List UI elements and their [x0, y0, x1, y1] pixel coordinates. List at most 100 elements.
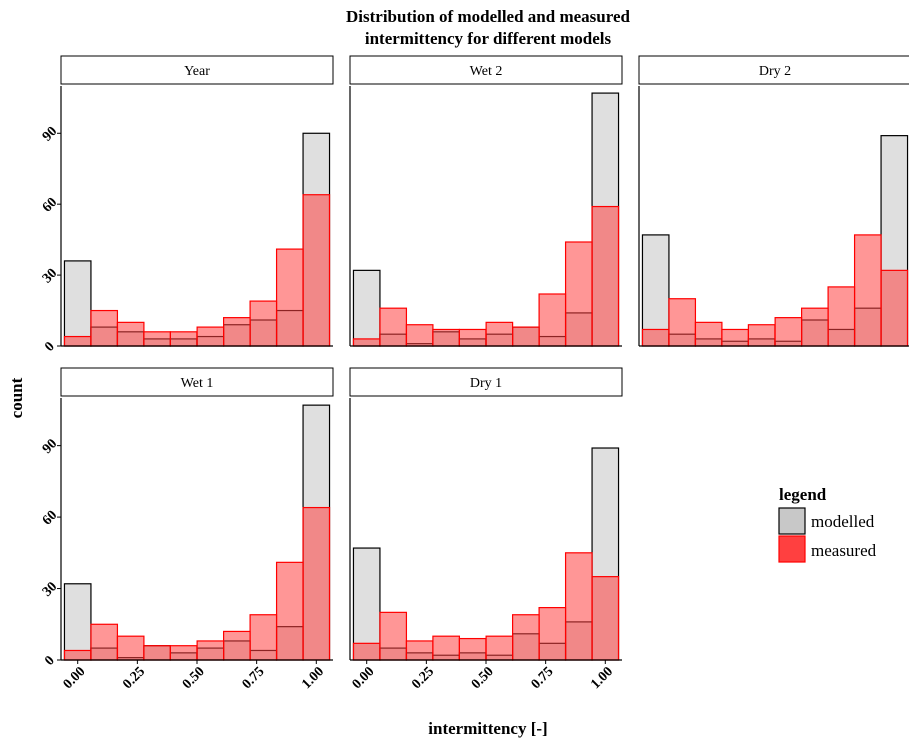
bar-measured [485, 321, 514, 347]
bar-measured [668, 298, 697, 347]
legend-label-measured: measured [811, 541, 877, 560]
bar-measured [223, 630, 251, 661]
bar-measured [538, 293, 567, 347]
y-axis-title: count [7, 377, 26, 418]
bar-measured [196, 640, 225, 661]
bar-measured [801, 307, 829, 347]
x-tick-label: 0.00 [61, 664, 89, 692]
bar-measured [143, 645, 171, 661]
y-tick-label: 0 [42, 339, 58, 355]
bar-measured [90, 309, 119, 347]
facet-strip [349, 55, 623, 85]
bar-measured [458, 637, 487, 661]
facet-strip [60, 55, 334, 85]
bar-measured [196, 326, 225, 347]
facet-strip-label: Year [184, 64, 210, 79]
x-tick-label: 0.50 [469, 664, 497, 692]
panel-wet-2: Wet 2 [349, 55, 623, 347]
bar-measured [249, 300, 278, 347]
legend-swatch-measured [778, 535, 806, 563]
bar-measured [880, 269, 909, 347]
bar-measured [641, 328, 670, 347]
bar-measured [538, 606, 567, 661]
panel-dry-2: Dry 2 [638, 55, 909, 347]
bar-measured [169, 331, 198, 347]
bar-measured [116, 321, 145, 347]
bar-measured [249, 614, 278, 661]
panel-year: Year 0 30 60 90 [40, 55, 334, 355]
bar-measured [169, 645, 198, 661]
bar-measured [512, 614, 540, 661]
bar-measured [485, 635, 514, 661]
x-tick-label: 0.25 [120, 664, 148, 692]
y-tick-label: 0 [42, 653, 58, 669]
x-tick-label: 0.75 [529, 664, 557, 692]
facet-strip [349, 367, 623, 397]
bar-measured [432, 635, 460, 661]
bar-measured [302, 506, 331, 661]
x-axis-title: intermittency [-] [428, 719, 547, 738]
bar-measured [63, 335, 92, 347]
bar-modelled [352, 269, 381, 347]
bar-measured [512, 326, 540, 347]
bar-measured [853, 234, 882, 347]
bar-measured [352, 338, 381, 347]
panel-dry-1: Dry 1 0.00 0.25 0.50 0.75 1.00 [349, 367, 623, 692]
chart-title-line-1: Distribution of modelled and measured [346, 7, 631, 26]
x-tick-label: 0.25 [409, 664, 437, 692]
bar-measured [379, 611, 408, 661]
legend-label-modelled: modelled [811, 512, 875, 531]
x-tick-label: 0.50 [180, 664, 208, 692]
bar-measured [827, 286, 856, 347]
bar-measured [564, 241, 593, 347]
legend: legend modelled measured [778, 485, 877, 563]
chart-title-line-2: intermittency for different models [365, 29, 612, 48]
facet-strip-label: Dry 2 [759, 64, 791, 79]
legend-swatch-modelled [778, 507, 806, 535]
panels-layer: Year 0 30 60 90 Wet 2 Dry 2 Wet 1 0 30 60 90 0.00 0.2… [40, 55, 909, 692]
bar-measured [352, 642, 381, 661]
bar-measured [275, 561, 304, 661]
bar-measured [143, 331, 171, 347]
bar-modelled [352, 547, 381, 661]
bar-measured [591, 205, 620, 347]
bar-measured [458, 328, 487, 347]
x-tick-label: 0.00 [350, 664, 378, 692]
bar-measured [564, 552, 593, 661]
bar-measured [90, 623, 119, 661]
bar-modelled [641, 234, 670, 347]
y-tick-label: 60 [40, 195, 61, 216]
x-tick-label: 0.75 [240, 664, 268, 692]
bar-measured [116, 635, 145, 661]
bar-measured [405, 640, 434, 661]
y-tick-label: 30 [40, 579, 61, 600]
panel-wet-1: Wet 1 0 30 60 90 0.00 0.25 0.50 0.75 1.00 [40, 367, 334, 692]
bar-measured [591, 576, 620, 661]
bar-measured [721, 328, 749, 347]
bar-measured [405, 324, 434, 347]
facet-strip [638, 55, 909, 85]
x-tick-label: 1.00 [588, 664, 616, 692]
bar-measured [747, 324, 776, 347]
bar-measured [63, 649, 92, 661]
facet-strip [60, 367, 334, 397]
facet-strip-label: Dry 1 [470, 376, 502, 391]
legend-title: legend [779, 485, 827, 504]
y-tick-label: 60 [40, 508, 61, 529]
bar-modelled [63, 583, 92, 661]
bar-measured [223, 317, 251, 347]
bar-modelled [63, 260, 92, 347]
y-tick-label: 90 [40, 124, 61, 145]
y-tick-label: 90 [40, 436, 61, 457]
bar-measured [432, 328, 460, 347]
y-tick-label: 30 [40, 266, 61, 287]
x-tick-label: 1.00 [299, 664, 327, 692]
bar-measured [694, 321, 723, 347]
bar-measured [275, 248, 304, 347]
facet-strip-label: Wet 2 [470, 64, 503, 79]
bar-measured [379, 307, 408, 347]
facet-strip-label: Wet 1 [181, 376, 214, 391]
bar-measured [302, 194, 331, 347]
bar-measured [774, 317, 803, 347]
